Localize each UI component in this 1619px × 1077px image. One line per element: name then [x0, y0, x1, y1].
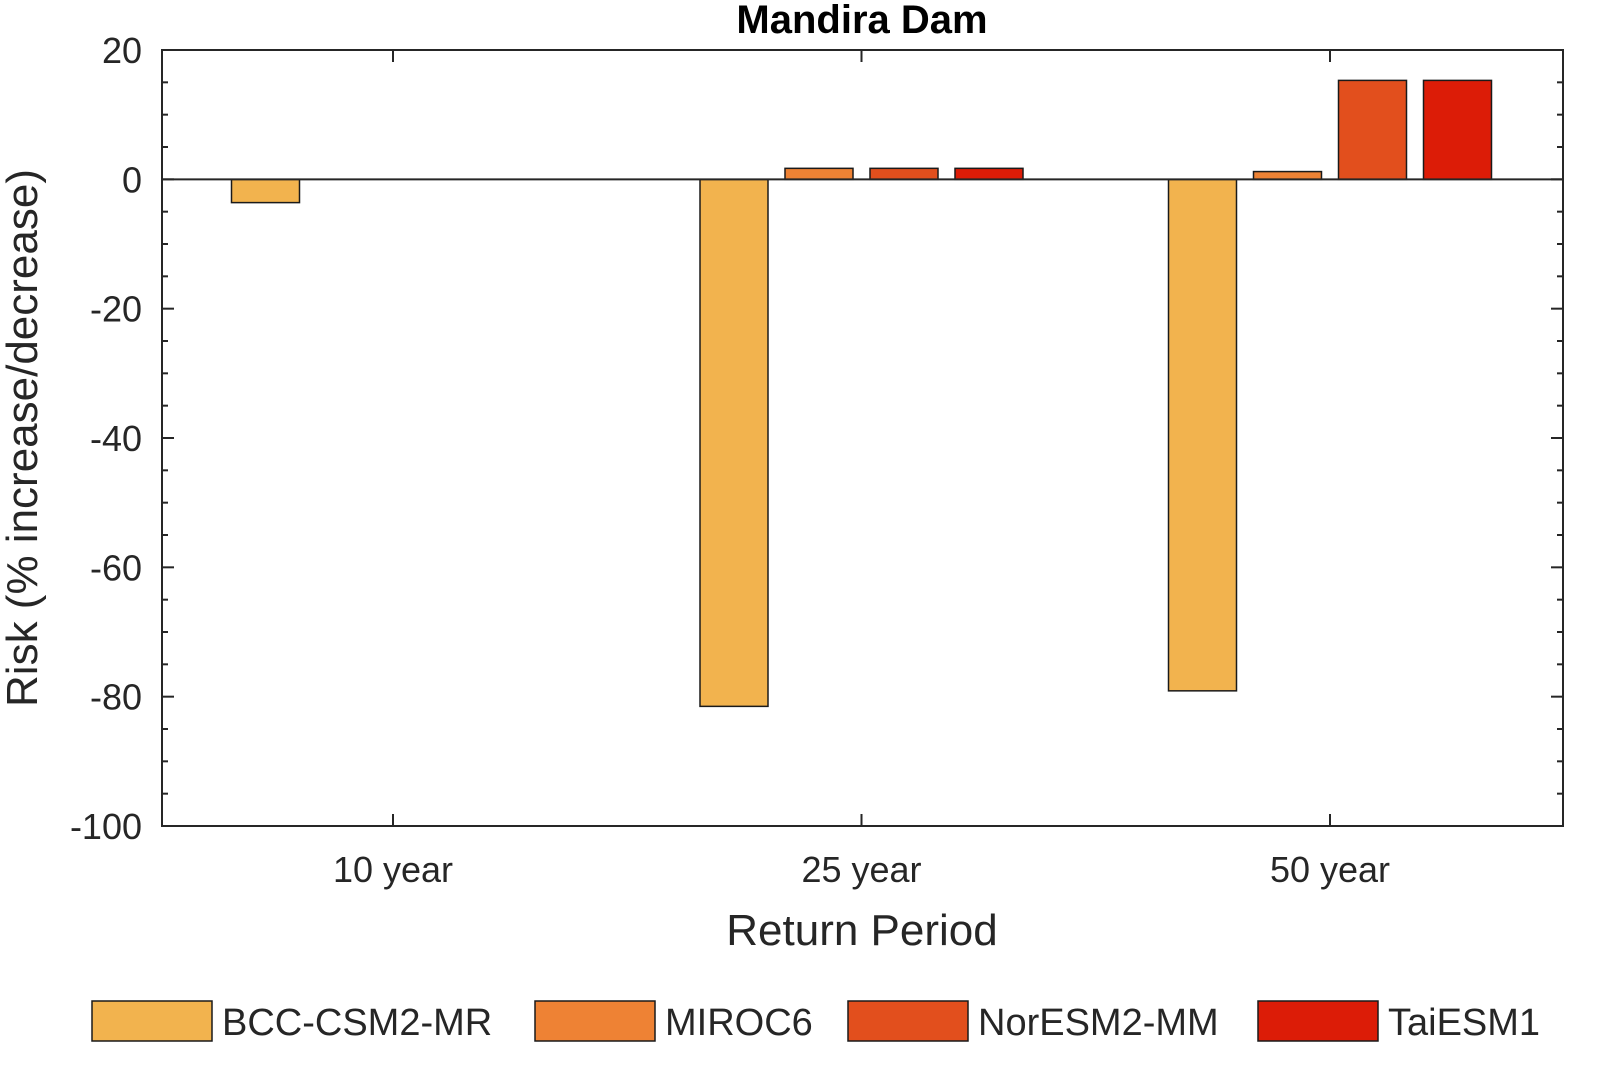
x-tick-label: 50 year [1270, 849, 1390, 890]
bar [1422, 79, 1493, 181]
y-tick-label: -60 [90, 547, 142, 588]
legend-label: TaiESM1 [1388, 1002, 1540, 1044]
legend-swatch [534, 1000, 656, 1042]
y-tick-label: -80 [90, 677, 142, 718]
plot-area: 20 0 -20 -40 -60 -80 -100 10 year 25 year 50 year [70, 30, 1564, 890]
y-axis-label: Risk (% increase/decrease) [0, 169, 47, 707]
y-tick-label: 0 [122, 159, 142, 200]
chart-title: Mandira Dam [736, 0, 987, 42]
legend-swatch [1257, 1000, 1379, 1042]
legend-label: MIROC6 [665, 1002, 813, 1044]
legend-swatch [91, 1000, 213, 1042]
legend-label: NorESM2-MM [978, 1002, 1219, 1044]
y-tick-label: -100 [70, 806, 142, 847]
x-tick-label: 25 year [801, 849, 921, 890]
bar [784, 167, 854, 181]
y-tick-label: -20 [90, 289, 142, 330]
x-tick-label: 10 year [333, 849, 453, 890]
y-tick-label: 20 [102, 30, 142, 71]
bar [230, 178, 301, 204]
bar [869, 167, 939, 181]
bars [230, 79, 1493, 708]
bar [1337, 79, 1408, 181]
legend-swatch [847, 1000, 969, 1042]
x-axis-label: Return Period [726, 906, 997, 955]
ticks: 20 0 -20 -40 -60 -80 -100 10 year 25 year 50 year [70, 30, 1563, 890]
legend: BCC-CSM2-MR MIROC6 NorESM2-MM TaiESM1 [91, 1000, 1540, 1044]
bar [1252, 170, 1323, 181]
legend-label: BCC-CSM2-MR [222, 1002, 492, 1044]
bar [1167, 178, 1238, 692]
y-tick-label: -40 [90, 418, 142, 459]
bar [699, 178, 769, 708]
bar [954, 167, 1024, 181]
